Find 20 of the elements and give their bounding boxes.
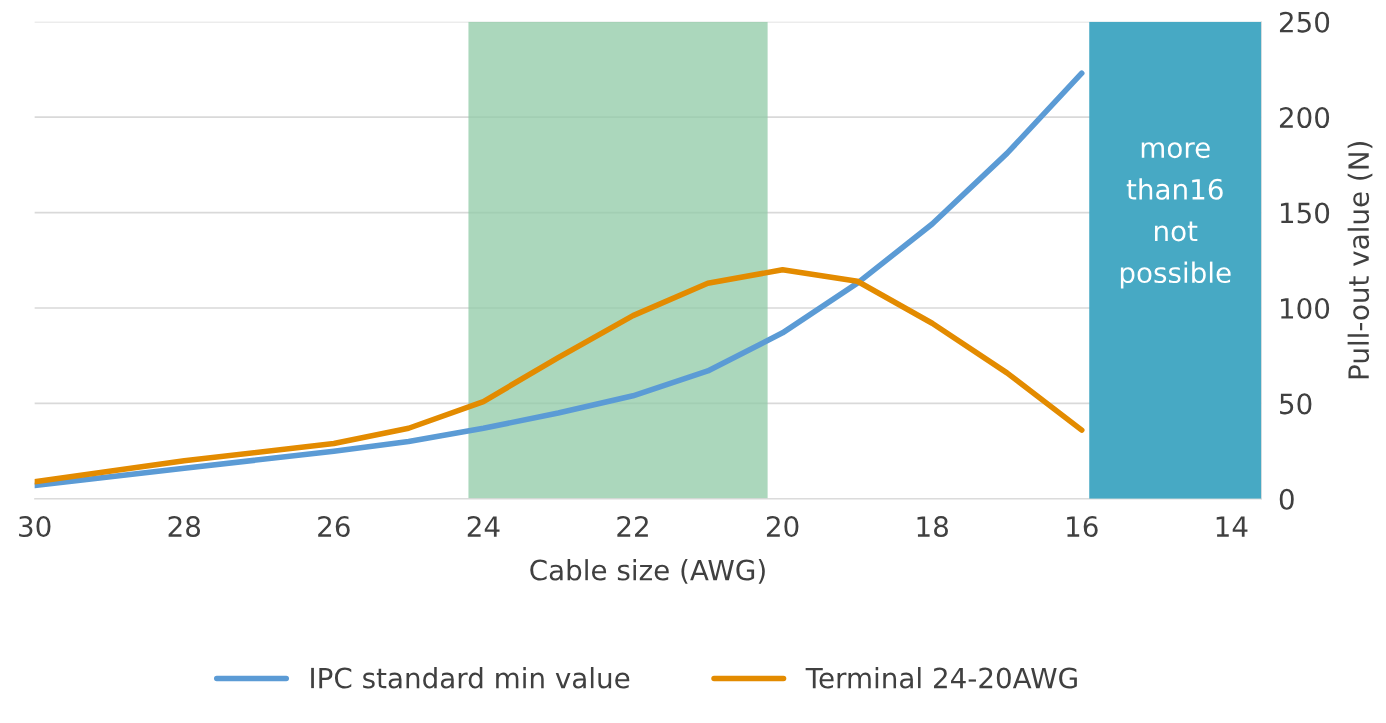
y-tick-label: 0 xyxy=(1279,488,1294,510)
x-tick-label: 14 xyxy=(1216,516,1248,537)
y-tick-label: 100 xyxy=(1280,297,1330,319)
y-axis-title: Pull-out value (N) xyxy=(1347,142,1373,379)
x-tick-label: 30 xyxy=(19,516,51,538)
y-tick-label: 250 xyxy=(1279,11,1330,33)
y-tick-label: 50 xyxy=(1280,393,1312,415)
y-tick-label: 150 xyxy=(1280,202,1330,224)
x-tick-label: 26 xyxy=(318,516,350,538)
x-tick-label: 20 xyxy=(766,516,799,538)
y-tick-label: 200 xyxy=(1279,107,1330,129)
x-tick-label: 24 xyxy=(467,516,500,537)
x-tick-label: 28 xyxy=(168,516,201,538)
x-axis-title: Cable size (AWG) xyxy=(530,559,765,584)
legend-label: Terminal 24-20AWG xyxy=(805,667,1077,689)
x-tick-label: 22 xyxy=(617,516,648,537)
x-tick-label: 18 xyxy=(917,516,948,538)
band-label: more than16 not possible xyxy=(1120,142,1231,289)
x-tick-label: 16 xyxy=(1067,516,1098,538)
legend-label: IPC standard min value xyxy=(311,667,630,689)
